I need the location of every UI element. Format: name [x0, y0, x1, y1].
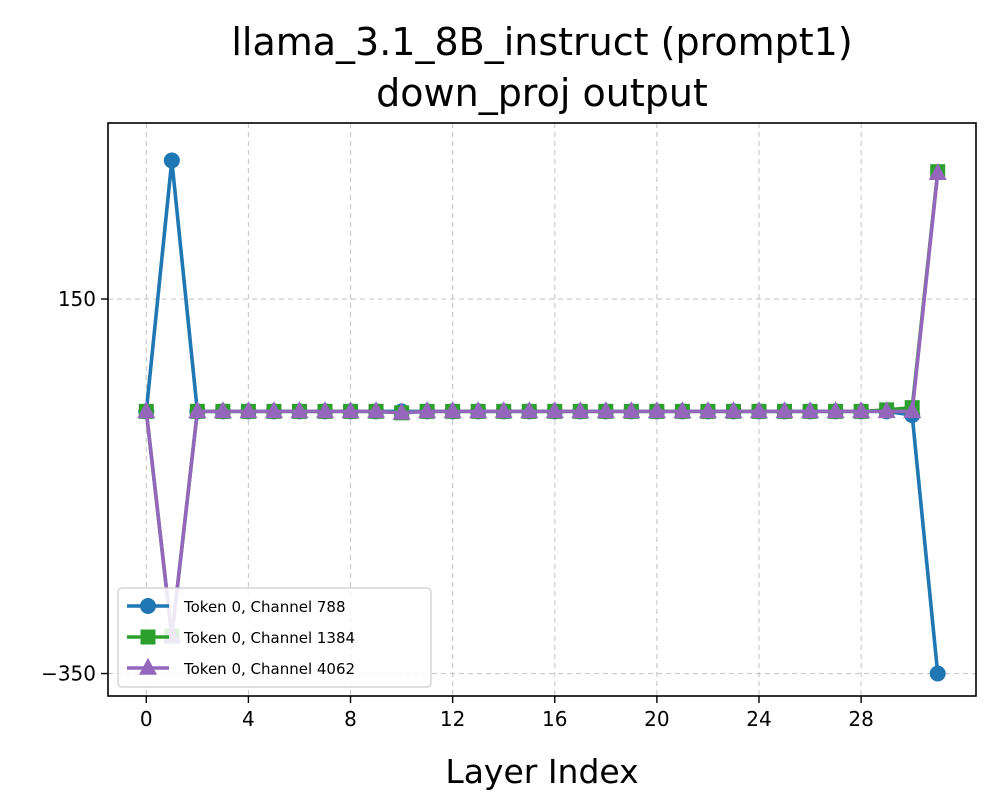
data-point — [698, 401, 717, 419]
plot-frame — [107, 122, 977, 697]
data-point — [418, 401, 437, 419]
legend-item: Token 0, Channel 4062 — [127, 657, 355, 678]
x-tick-label: 16 — [542, 707, 567, 731]
legend-item: Token 0, Channel 1384 — [127, 629, 355, 647]
y-tick-label: 150 — [58, 287, 96, 311]
data-point — [469, 401, 488, 419]
data-point — [877, 401, 896, 419]
y-tick-label: −350 — [41, 662, 96, 686]
x-tick-label: 8 — [344, 707, 357, 731]
data-point — [826, 401, 845, 419]
data-point — [213, 401, 232, 419]
data-point — [341, 401, 360, 419]
data-point — [188, 401, 207, 419]
legend: Token 0, Channel 788 Token 0, Channel 138… — [117, 587, 432, 688]
data-point — [596, 401, 615, 419]
legend-marker — [139, 657, 157, 675]
legend-label: Token 0, Channel 788 — [183, 598, 346, 616]
data-point — [928, 162, 947, 180]
chart-subtitle: down_proj output — [376, 71, 708, 115]
data-point — [290, 401, 309, 419]
legend-marker — [140, 598, 156, 614]
x-tick-label: 20 — [644, 707, 669, 731]
data-point — [316, 401, 334, 419]
data-point — [750, 401, 768, 419]
data-point — [443, 401, 462, 419]
data-point — [239, 401, 258, 419]
data-point — [264, 401, 283, 419]
data-point — [622, 401, 641, 419]
legend-items: Token 0, Channel 788 Token 0, Channel 138… — [127, 598, 355, 678]
x-axis-label: Layer Index — [445, 752, 638, 791]
data-point — [647, 401, 666, 419]
data-point — [163, 152, 180, 169]
axes: 0 4 8 12 16 20 24 28 −350 150 — [41, 287, 874, 731]
data-point — [929, 665, 946, 682]
legend-marker — [140, 629, 156, 645]
data-point — [673, 401, 692, 419]
data-point — [801, 401, 820, 419]
data-point — [494, 401, 513, 419]
x-tick-label: 24 — [746, 707, 771, 731]
chart-title: llama_3.1_8B_instruct (prompt1) — [231, 20, 852, 64]
data-point — [367, 401, 386, 419]
legend-box — [117, 587, 432, 688]
x-tick-label: 28 — [848, 707, 873, 731]
x-tick-label: 12 — [440, 707, 465, 731]
data-point — [392, 402, 411, 420]
legend-label: Token 0, Channel 1384 — [183, 629, 355, 647]
data-point — [775, 401, 794, 419]
data-point — [852, 401, 871, 419]
data-point — [724, 401, 743, 419]
data-point — [571, 401, 590, 419]
data-point — [545, 401, 564, 419]
data-point — [520, 401, 539, 419]
legend-item: Token 0, Channel 788 — [127, 598, 346, 616]
x-tick-label: 4 — [242, 707, 255, 731]
x-tick-label: 0 — [140, 707, 153, 731]
data-point — [137, 401, 156, 419]
data-point — [903, 401, 922, 419]
legend-label: Token 0, Channel 4062 — [183, 660, 355, 678]
